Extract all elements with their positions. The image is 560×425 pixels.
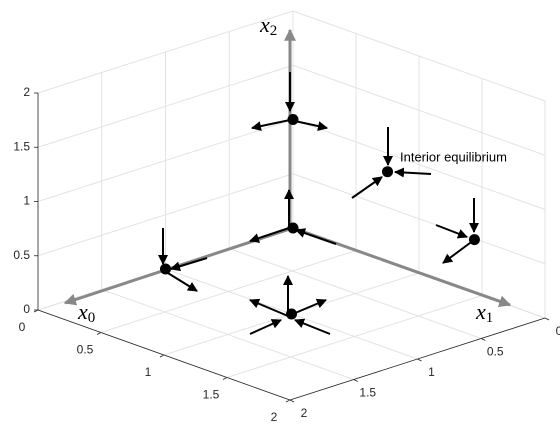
flow-arrow	[249, 298, 289, 317]
y-tick-label: 0.5	[487, 345, 504, 359]
flow-arrow	[251, 119, 291, 132]
tick-mark	[289, 399, 295, 403]
equilibrium-point	[287, 114, 299, 125]
tick-mark	[96, 332, 102, 335]
grid-line	[292, 10, 546, 102]
grid-line	[292, 173, 546, 265]
axis-label: x1	[475, 299, 493, 326]
equilibrium-point	[160, 263, 171, 275]
equilibrium-point	[468, 234, 480, 246]
annotation: Interior equilibrium	[400, 149, 507, 164]
axis-label-sub: 0	[88, 310, 96, 326]
z-tick-label: 1	[23, 194, 30, 208]
grid-line	[37, 64, 294, 148]
flow-arrow	[295, 228, 337, 245]
tick-mark	[159, 354, 165, 358]
grid-line	[229, 248, 482, 339]
x-tick-label: 1.5	[203, 388, 220, 402]
tick-mark	[353, 379, 358, 382]
y-tick-label: 1	[428, 365, 435, 379]
tick-mark	[544, 317, 550, 321]
grid-line	[37, 119, 294, 202]
grid-line	[101, 289, 354, 380]
x-tick-label: 1	[145, 365, 152, 379]
z-tick-label: 0.5	[13, 248, 30, 262]
x0-axis-arrow	[63, 226, 294, 306]
grid-line	[292, 64, 546, 156]
grid-line	[292, 119, 546, 210]
tick-mark	[417, 358, 422, 362]
z-tick-label: 0	[23, 302, 30, 316]
axis-label-base: x	[77, 299, 88, 324]
tick-mark	[285, 399, 291, 403]
axis-label-base: x	[475, 299, 486, 324]
flow-arrow	[249, 227, 290, 243]
flow-arrow	[351, 176, 383, 199]
equilibrium-point	[382, 166, 393, 178]
z-tick-label: 1.5	[13, 139, 30, 153]
tick-mark	[481, 338, 486, 341]
flow-arrow	[249, 319, 282, 335]
z-tick-label: 2	[23, 85, 30, 99]
grid-line	[37, 173, 294, 257]
flow-arrow	[162, 269, 198, 292]
axis-label-sub: 1	[486, 310, 494, 326]
axis-line	[289, 317, 546, 401]
axis-label: x2	[259, 12, 277, 39]
axis-label-base: x	[259, 12, 270, 37]
flow-arrow	[442, 239, 475, 264]
axis-arrows	[63, 28, 512, 308]
x-tick-label: 0.5	[77, 343, 94, 357]
flow-arrow	[394, 167, 432, 178]
tick-mark	[222, 377, 228, 380]
x-tick-label: 0	[19, 320, 26, 334]
flow-arrow	[294, 318, 331, 335]
equilibrium-point	[286, 308, 297, 320]
flow-arrow	[435, 224, 468, 239]
y-tick-label: 2	[301, 406, 308, 420]
y-tick-label: 0	[556, 324, 560, 338]
flow-arrow	[170, 257, 208, 272]
x-tick-label: 2	[271, 410, 278, 424]
axis-label: x0	[77, 299, 95, 326]
equilibrium-point	[287, 222, 299, 234]
axis-line	[37, 309, 291, 401]
axis-label-sub: 2	[270, 23, 278, 39]
flow-arrows	[158, 72, 479, 335]
y-tick-label: 1.5	[359, 386, 376, 400]
grid-line	[37, 10, 294, 94]
